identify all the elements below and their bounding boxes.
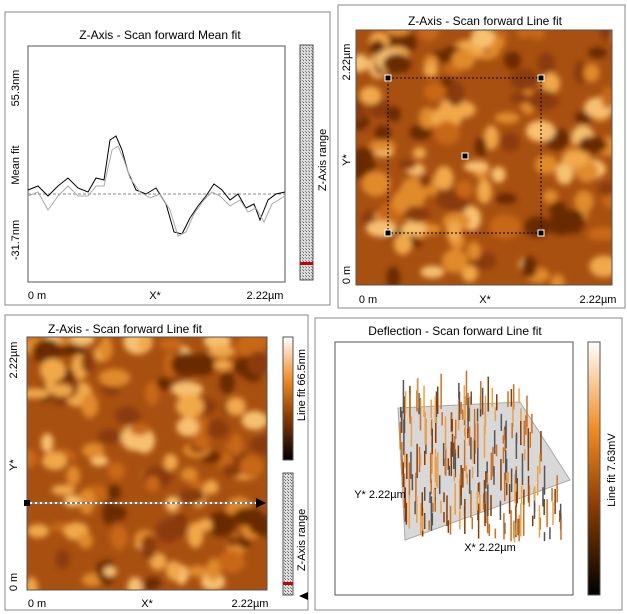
colorbar [282, 336, 294, 461]
x-mid-label: X* [479, 294, 491, 306]
colorbar [587, 341, 601, 596]
panel-title: Z-Axis - Scan forward Line fit [48, 322, 203, 336]
x-axis-label: X* 2.22µm [464, 542, 516, 554]
afm-image [356, 30, 612, 285]
selection-box[interactable] [387, 77, 542, 234]
y-bottom-label: -31.7nm [10, 220, 22, 260]
x-right-label: 2.22µm [232, 598, 269, 610]
range-bar[interactable] [282, 472, 294, 596]
y-top-label: 55.3nm [10, 70, 22, 107]
y-mid-label: Y* [341, 153, 353, 165]
x-right-label: 2.22µm [580, 294, 617, 306]
x-left-label: 0 m [28, 290, 46, 302]
x-left-label: 0 m [28, 598, 46, 610]
handles[interactable] [384, 74, 545, 237]
x-mid-label: X* [149, 290, 161, 302]
plot-area [27, 45, 286, 283]
range-marker[interactable] [300, 262, 313, 265]
image-border [355, 29, 613, 286]
y-top-label: 2.22µm [8, 342, 20, 379]
afm-image [27, 337, 267, 590]
colorbar-label: Line fit 7.63mV [606, 433, 618, 507]
profile-line-back [27, 145, 286, 237]
y-bottom-label: 0 m [8, 573, 20, 591]
y-bottom-label: 0 m [341, 266, 353, 284]
panel-title: Z-Axis - Scan forward Mean fit [79, 28, 241, 42]
image-border [26, 336, 268, 591]
scan-arrow[interactable] [256, 498, 266, 508]
range-arrow[interactable] [299, 592, 308, 600]
panel-title: Z-Axis - Scan forward Line fit [408, 14, 563, 28]
y-axis-label: Mean fit [10, 145, 22, 184]
panel-title: Deflection - Scan forward Line fit [368, 324, 542, 338]
surface-3d [399, 370, 562, 543]
y-mid-label: Y* [8, 458, 20, 470]
scan-handle[interactable] [24, 500, 30, 506]
y-top-label: 2.22µm [341, 44, 353, 81]
range-bar[interactable] [299, 44, 314, 281]
x-left-label: 0 m [359, 294, 377, 306]
y-axis-label: Y* 2.22µm [354, 489, 406, 501]
range-marker[interactable] [283, 582, 293, 585]
colorbar-label: Line fit 66.5nm [296, 349, 308, 421]
x-right-label: 2.22µm [247, 290, 284, 302]
x-mid-label: X* [141, 598, 153, 610]
side-label: Z-Axis range [296, 509, 308, 571]
side-label: Z-Axis range [317, 129, 329, 191]
